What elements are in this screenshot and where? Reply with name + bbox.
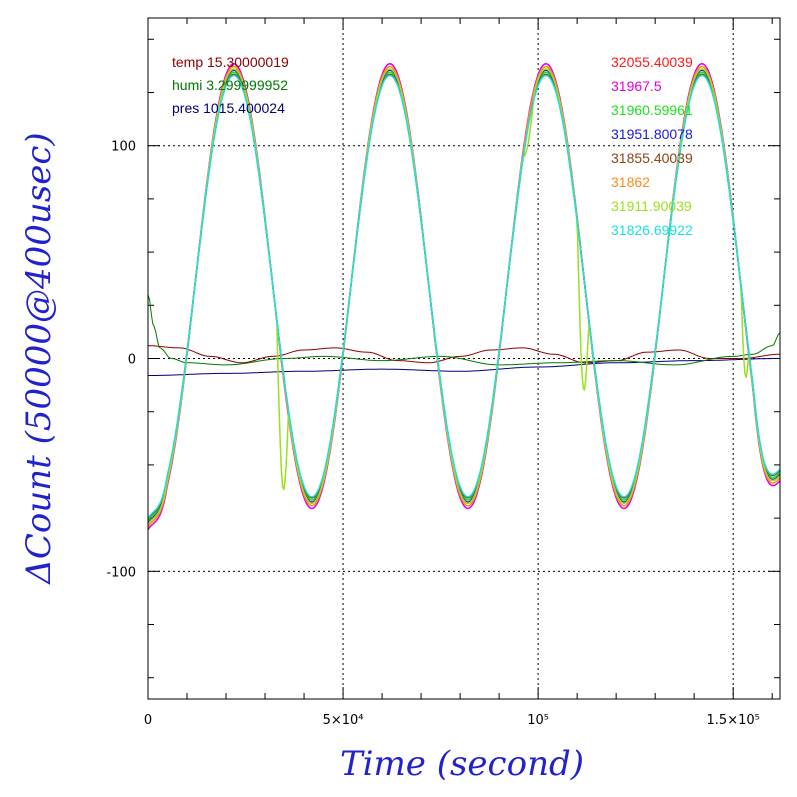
series-legend-entry: 31951.80078 — [611, 126, 693, 142]
series-legend-entry: 31967.5 — [611, 78, 662, 94]
y-tick-labels: -100 0 100 — [106, 140, 136, 581]
series-legend-entry: 31855.40039 — [611, 150, 693, 166]
series-legend-entry: 31826.69922 — [611, 222, 693, 238]
series-legend-entry: 32055.40039 — [611, 54, 693, 70]
pres-line — [148, 358, 780, 376]
humi-line — [148, 294, 780, 366]
plot-lines — [148, 63, 780, 531]
x-tick-label: 10⁵ — [527, 713, 549, 728]
temp-line — [148, 345, 780, 364]
legend: temp 15.30000019 humi 3.299999952 pres 101… — [172, 54, 693, 238]
series-legend-entry: 31862 — [611, 174, 650, 190]
series-layer — [148, 63, 780, 531]
y-tick-label: 100 — [111, 140, 136, 155]
env-legend-entry: pres 1015.400024 — [172, 100, 285, 116]
x-tick-labels: 0 5×10⁴ 10⁵ 1.5×10⁵ — [144, 713, 760, 728]
tick-layer — [148, 18, 780, 699]
x-axis-title: Time (second) — [340, 744, 584, 784]
x-tick-label: 5×10⁴ — [323, 713, 364, 728]
series-legend-entry: 31960.59961 — [611, 102, 693, 118]
y-tick-label: 0 — [128, 353, 136, 368]
y-axis-title: ΔCount (50000@400usec) — [19, 132, 59, 585]
env-legend-entry: humi 3.299999952 — [172, 77, 288, 93]
env-legend-entry: temp 15.30000019 — [172, 54, 289, 70]
series-line — [148, 74, 780, 519]
x-tick-label: 0 — [144, 713, 152, 728]
plot-frame — [147, 17, 781, 700]
y-tick-label: -100 — [106, 565, 136, 580]
series-legend-entry: 31911.90039 — [611, 198, 692, 214]
x-tick-label: 1.5×10⁵ — [707, 713, 760, 728]
